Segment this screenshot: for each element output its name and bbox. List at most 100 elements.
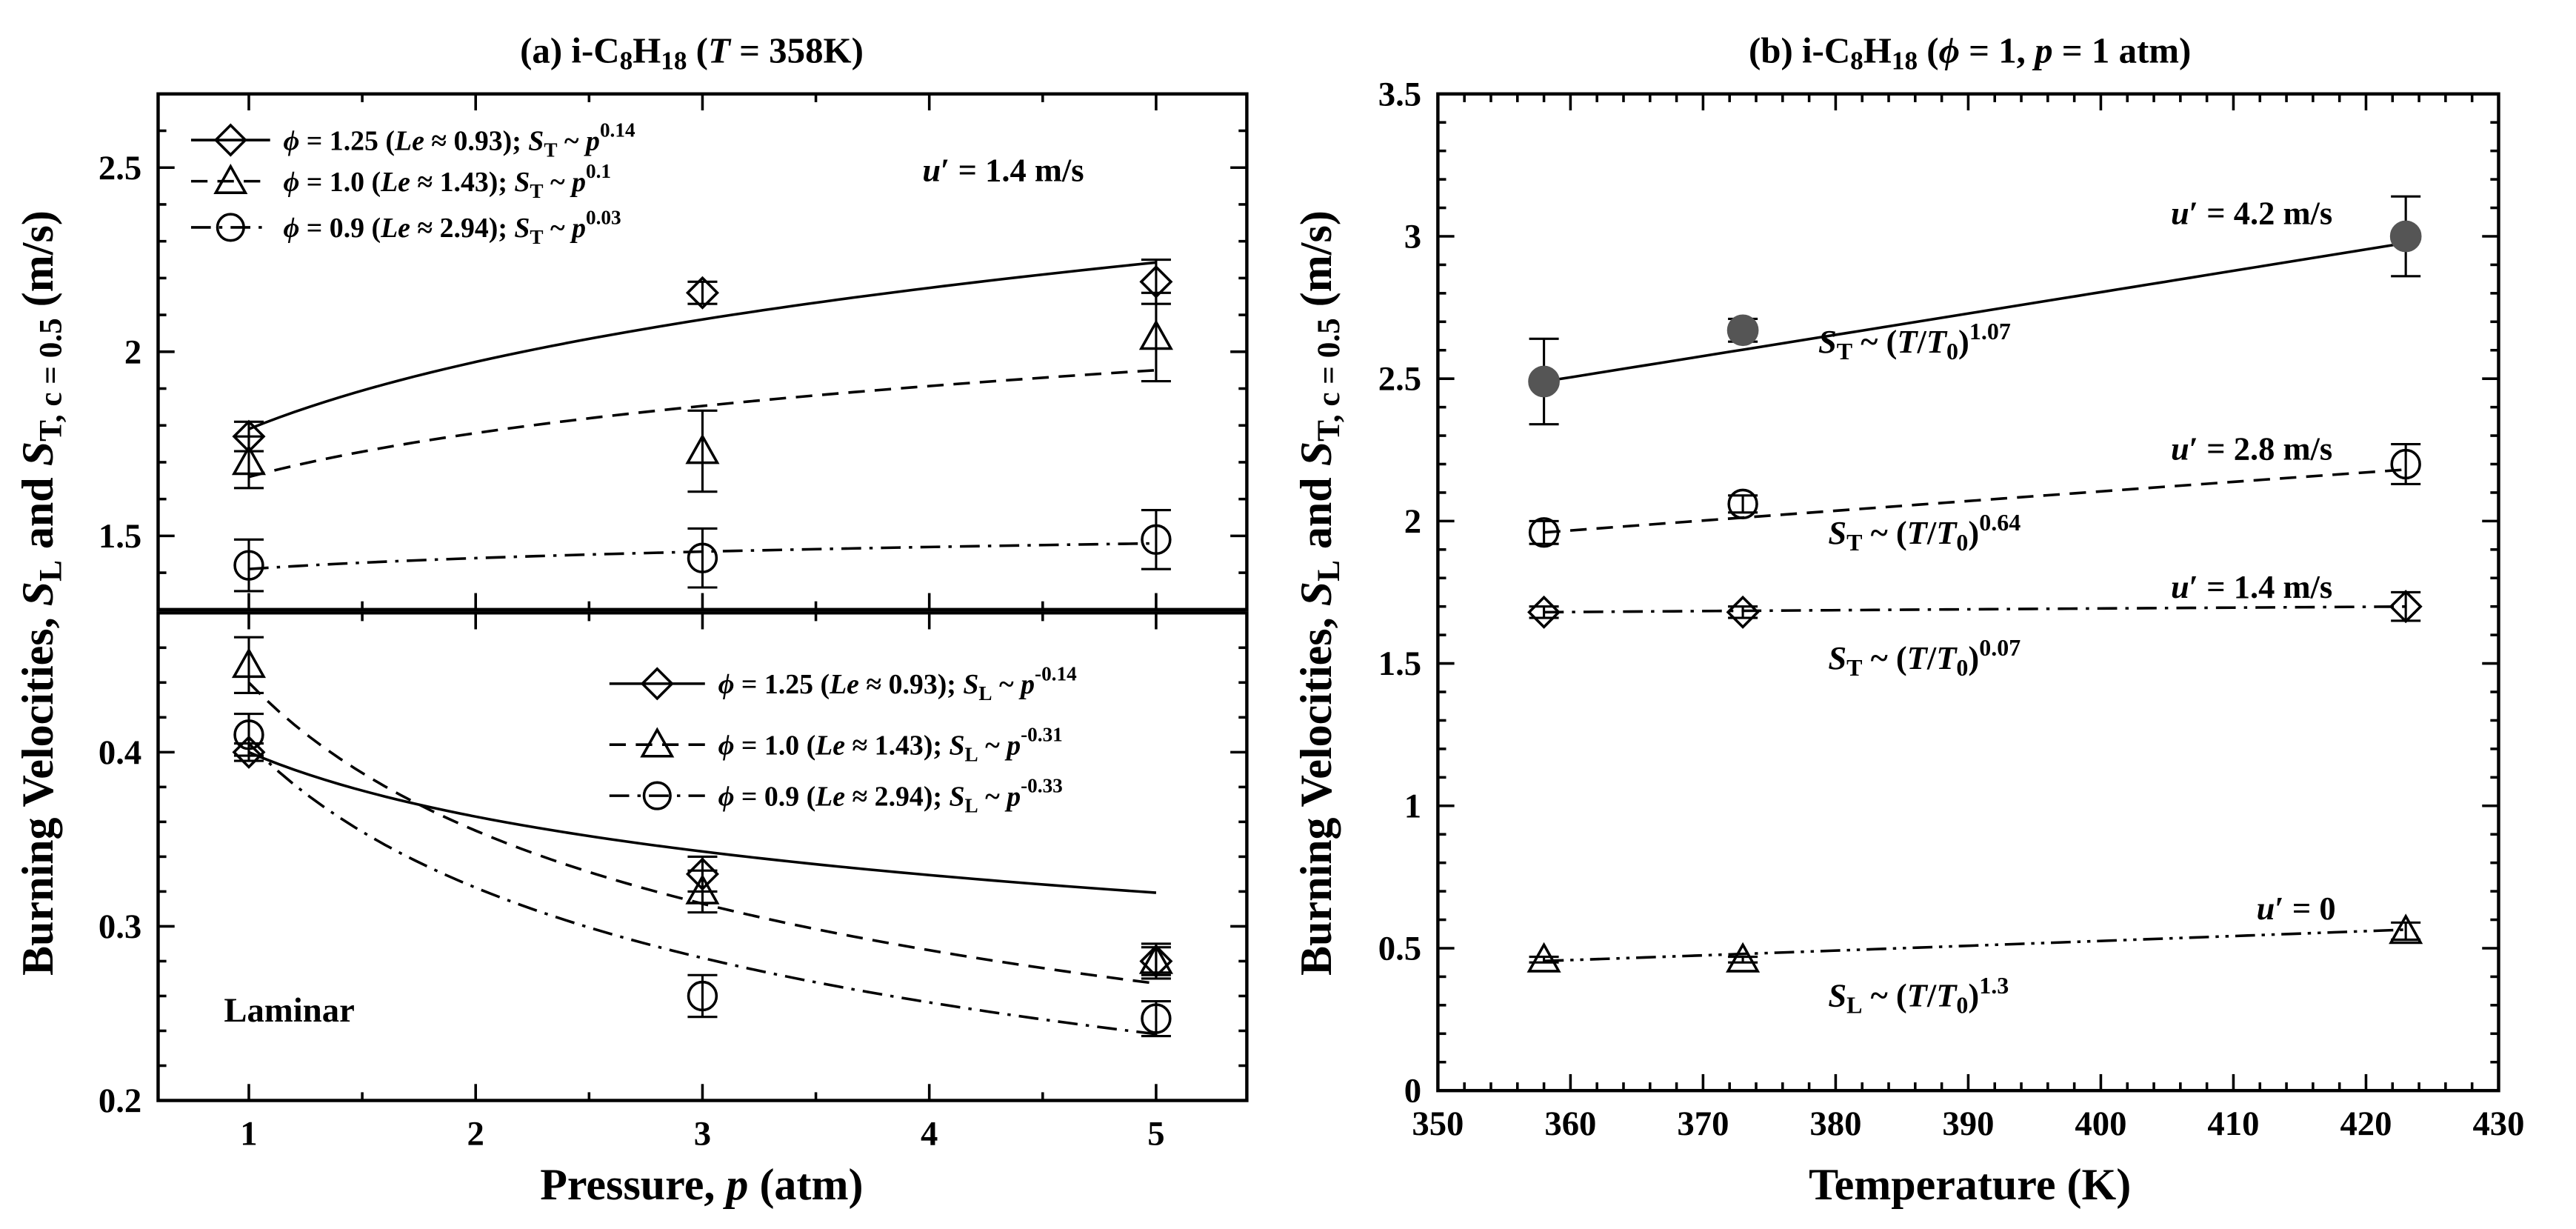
panel-b-frame [1436,92,2500,1093]
panel-b-ticks: 0 0.5 1 1.5 2 2.5 3 3.5 350 360 370 380 390 400 410 420… [1378,75,2525,1143]
b-point [1726,595,1760,629]
ytick-label: 1.5 [99,517,141,556]
b-point [1727,488,1758,519]
a-top-point [231,444,267,476]
legend-label: ϕ = 0.9 (Le ≈ 2.94); ST ~ p0.03 [283,206,621,248]
a-top-point [687,542,718,573]
b-errorbar [2391,590,2421,622]
panel-a-top-ticks: 1.5 2 2.5 [99,93,1247,610]
ytick-label: 2 [124,333,141,371]
a-top-errorbar [1141,509,1171,570]
a-top-point [1138,319,1173,350]
ytick-label: 1.5 [1378,645,1421,683]
legend-label: ϕ = 1.0 (Le ≈ 1.43); SL ~ p-0.31 [718,724,1063,766]
a-top-errorbar [687,527,718,589]
panel-a-bottom-annotation: Laminar [224,991,354,1030]
b-point [1528,517,1560,548]
b-point [2390,448,2421,480]
series-label-u-2.8: u′ = 2.8 m/s [2171,430,2332,467]
a-bottom-errorbar [233,636,264,694]
panel-b-fits [1544,242,2406,963]
series-label-u-1.4: u′ = 1.4 m/s [2171,568,2332,605]
a-top-errorbar [233,538,264,593]
panel-a-bottom-marks [231,636,1173,1038]
panel-b: (b) i-C8H18 (ϕ = 1, p = 1 atm) Burning V… [1291,30,2525,1209]
fit-label-u-4.2: ST ~ (T/T0)1.07 [1818,318,2011,364]
xtick-label: 5 [1147,1115,1164,1153]
xtick-label: 420 [2340,1105,2392,1143]
panel-a-title: (a) i-C8H18 (T = 358K) [520,30,864,76]
xtick-label: 1 [240,1115,257,1153]
legend-item-phi-0.9: ϕ = 0.9 (Le ≈ 2.94); ST ~ p0.03 [190,206,621,248]
panel-a-top-legend: ϕ = 1.25 (Le ≈ 0.93); ST ~ p0.14 ϕ = 1.0… [190,119,635,248]
panel-a-bottom: 0.2 0.3 0.4 1 2 3 4 5 ϕ = 1.25 (Le ≈ 0.93); SL … [99,611,1249,1209]
a-top-point [685,433,720,464]
a-bottom-point [687,980,718,1012]
ytick-label: 0.5 [1378,930,1421,968]
a-top-fit-1 [248,368,1157,479]
ytick-label: 0 [1404,1072,1421,1110]
xtick-label: 370 [1677,1105,1729,1143]
ytick-label: 0.4 [99,733,141,772]
ytick-label: 0.2 [99,1082,141,1120]
b-point [1726,314,1759,347]
b-point [1726,942,1761,973]
fit-label-u-0: SL ~ (T/T0)1.3 [1828,972,2009,1019]
b-point [2389,220,2422,253]
xtick-label: 2 [467,1115,484,1153]
legend-triangle-marker [640,727,675,758]
xtick-label: 360 [1544,1105,1596,1143]
legend-diamond-marker [213,123,247,157]
a-top-errorbar [233,435,264,490]
legend-diamond-marker [640,667,674,701]
b-fit-0 [1544,242,2406,383]
a-bottom-point [685,873,720,905]
b-fit-2 [1544,605,2406,614]
xtick-label: 430 [2472,1105,2524,1143]
b-point [2389,913,2423,945]
panel-a-ylabel: Burning Velocities, SL and ST, c = 0.5 (… [13,210,68,976]
a-bottom-errorbar [1141,999,1171,1038]
series-label-u-4.2: u′ = 4.2 m/s [2171,194,2332,231]
panel-b-marks [1526,195,2423,973]
a-bottom-point [232,735,266,769]
panel-b-title: (b) i-C8H18 (ϕ = 1, p = 1 atm) [1749,30,2191,76]
a-bottom-point [1141,1003,1172,1034]
legend-circle-marker [642,781,672,810]
panel-a-top-annotation: u′ = 1.4 m/s [922,152,1084,189]
xtick-label: 410 [2207,1105,2259,1143]
a-bottom-point [1138,943,1173,974]
a-bottom-fit-0 [248,750,1157,894]
ytick-label: 3.5 [1378,75,1421,113]
a-top-fit-0 [248,261,1157,430]
legend-item-phi-1.25: ϕ = 1.25 (Le ≈ 0.93); SL ~ p-0.14 [609,662,1077,705]
legend-item-phi-1.0: ϕ = 1.0 (Le ≈ 1.43); SL ~ p-0.31 [609,724,1063,766]
fit-label-u-1.4: ST ~ (T/T0)0.07 [1828,634,2021,681]
b-errorbar [2391,921,2421,942]
panel-a-top: 1.5 2 2.5 ϕ = 1.25 (Le ≈ 0.93); ST ~ p0.14… [99,92,1249,612]
panel-a-bottom-legend: ϕ = 1.25 (Le ≈ 0.93); SL ~ p-0.14 ϕ = 1.… [609,662,1077,816]
legend-triangle-marker [213,164,248,194]
b-point [1528,365,1560,398]
legend-item-phi-1.0: ϕ = 1.0 (Le ≈ 1.43); ST ~ p0.1 [190,160,611,202]
ytick-label: 2.5 [99,149,141,187]
xtick-label: 3 [694,1115,711,1153]
xtick-label: 350 [1412,1105,1464,1143]
a-bottom-point [233,719,264,750]
xtick-label: 380 [1809,1105,1861,1143]
panel-b-xlabel: Temperature (K) [1809,1159,2131,1209]
a-bottom-fit-2 [247,742,1157,1036]
ytick-label: 1 [1404,787,1421,825]
b-fit-1 [1544,468,2406,534]
xtick-label: 400 [2075,1105,2126,1143]
xtick-label: 390 [1942,1105,1994,1143]
b-point [2389,590,2423,624]
a-top-errorbar [687,280,718,305]
a-top-point [1141,524,1172,556]
panel-b-ylabel: Burning Velocities, SL and ST, c = 0.5 (… [1291,210,1347,976]
fit-label-u-2.8: ST ~ (T/T0)0.64 [1828,509,2021,556]
legend-label: ϕ = 1.0 (Le ≈ 1.43); ST ~ p0.1 [283,160,611,202]
panel-a-xlabel: Pressure, p (atm) [540,1159,863,1209]
legend-item-phi-0.9: ϕ = 0.9 (Le ≈ 2.94); SL ~ p-0.33 [609,775,1063,816]
